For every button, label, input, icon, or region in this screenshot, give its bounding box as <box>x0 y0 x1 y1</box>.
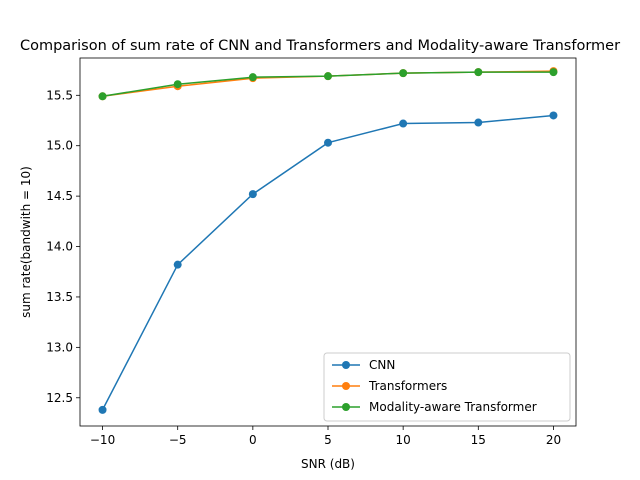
data-point <box>474 118 483 127</box>
data-point <box>399 69 408 78</box>
legend-marker <box>342 382 350 390</box>
axes: −10 −5 0 5 10 15 20 12.5 13.0 13.5 14.0 14.5 15.0 15.… <box>46 57 577 447</box>
x-tick-label: 15 <box>471 433 486 447</box>
x-tick-label: 20 <box>546 433 561 447</box>
x-axis-label: SNR (dB) <box>301 457 355 471</box>
data-point <box>173 80 182 89</box>
legend: CNN Transformers Modality-aware Transforme… <box>323 352 571 422</box>
legend-label: Transformers <box>368 379 447 393</box>
x-tick-label: −5 <box>169 433 187 447</box>
legend-marker <box>342 361 350 369</box>
y-tick-label: 15.0 <box>46 139 73 153</box>
legend-box <box>323 352 571 422</box>
data-point <box>98 405 107 414</box>
legend-marker <box>342 403 350 411</box>
x-tick-label: 5 <box>324 433 332 447</box>
data-point <box>399 119 408 128</box>
data-point <box>549 111 558 120</box>
data-point <box>549 68 558 77</box>
data-point <box>248 73 257 82</box>
plot-area <box>98 67 558 414</box>
x-tick-label: 10 <box>396 433 411 447</box>
y-tick-label: 14.5 <box>46 189 73 203</box>
y-axis-label: sum rate(bandwith = 10) <box>19 166 33 318</box>
data-point <box>324 72 332 81</box>
chart-title: Comparison of sum rate of CNN and Transf… <box>20 38 620 54</box>
x-tick-label: 0 <box>249 433 257 447</box>
y-tick-label: 13.0 <box>46 340 73 354</box>
legend-label: Modality-aware Transformer <box>369 400 537 414</box>
y-tick-label: 14.0 <box>46 240 73 254</box>
x-tick-label: −10 <box>90 433 115 447</box>
data-point <box>324 138 332 147</box>
y-tick-label: 13.5 <box>46 290 73 304</box>
data-point <box>248 190 257 199</box>
data-point <box>173 260 182 269</box>
y-tick-label: 15.5 <box>46 88 73 102</box>
data-point <box>98 92 107 101</box>
data-point <box>474 68 483 77</box>
legend-label: CNN <box>369 358 395 372</box>
y-tick-label: 12.5 <box>46 391 73 405</box>
